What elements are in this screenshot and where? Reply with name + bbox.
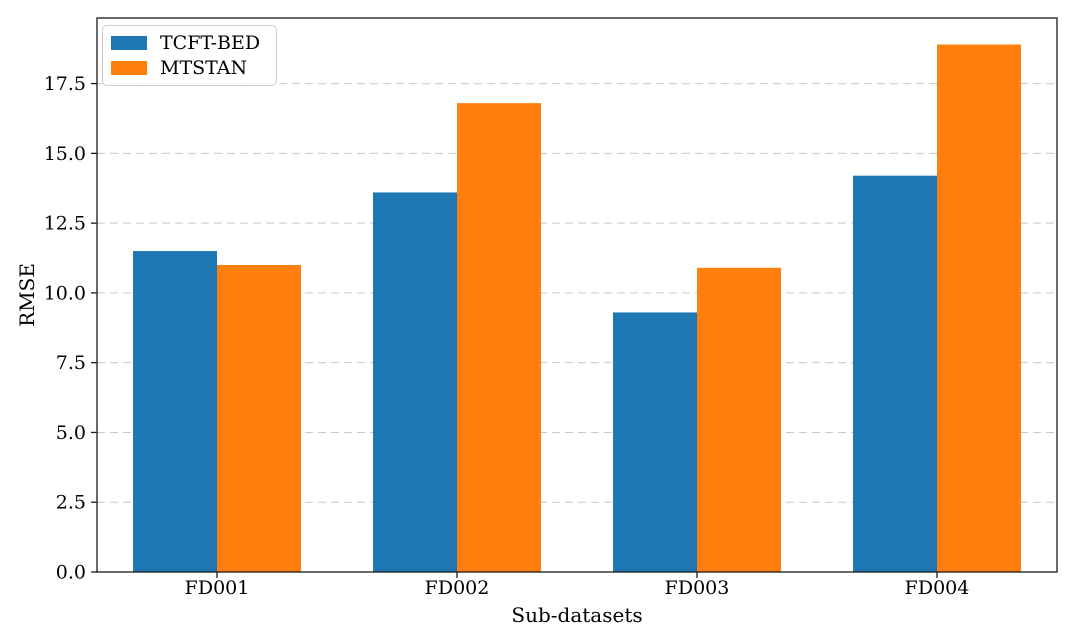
legend: TCFT-BED MTSTAN: [102, 25, 278, 86]
bar-tcft-bed-fd003: [613, 312, 697, 572]
legend-label-tcft-bed: TCFT-BED: [160, 32, 261, 54]
bar-mtstan-fd003: [697, 267, 781, 572]
x-tick-label: FD004: [905, 577, 970, 599]
bar-tcft-bed-fd004: [853, 175, 937, 572]
y-tick-label: 7.5: [56, 352, 86, 374]
x-tick-label: FD003: [665, 577, 730, 599]
x-tick-label: FD002: [425, 577, 490, 599]
tick-labels: 0.0 2.5 5.0 7.5 10.0 12.5 15.0 17.5 FD001 FD002 FD…: [44, 73, 970, 599]
bar-tcft-bed-fd001: [133, 251, 217, 572]
y-tick-label: 10.0: [44, 282, 86, 304]
legend-swatch-mtstan: [111, 61, 147, 75]
bar-mtstan-fd001: [217, 264, 301, 572]
y-tick-label: 2.5: [56, 492, 86, 514]
bar-mtstan-fd004: [937, 44, 1021, 572]
legend-entry-mtstan: MTSTAN: [111, 58, 260, 78]
axes-spines: [96, 17, 1058, 573]
y-axis-label: RMSE: [15, 263, 39, 327]
y-tick-label: 17.5: [44, 73, 86, 95]
x-axis-label: Sub-datasets: [511, 603, 643, 625]
plot-border: [96, 17, 1058, 573]
tick-marks: [91, 82, 938, 578]
bars: [133, 44, 1021, 573]
x-tick-label: FD001: [185, 577, 250, 599]
legend-label-mtstan: MTSTAN: [160, 57, 248, 79]
legend-entry-tcft-bed: TCFT-BED: [111, 33, 260, 53]
y-tick-label: 0.0: [56, 561, 86, 583]
legend-swatch-tcft-bed: [111, 36, 147, 50]
bar-mtstan-fd002: [457, 103, 541, 573]
bar-tcft-bed-fd002: [373, 192, 457, 573]
y-tick-label: 12.5: [44, 213, 86, 235]
y-tick-label: 15.0: [44, 143, 86, 165]
y-tick-label: 5.0: [56, 422, 86, 444]
